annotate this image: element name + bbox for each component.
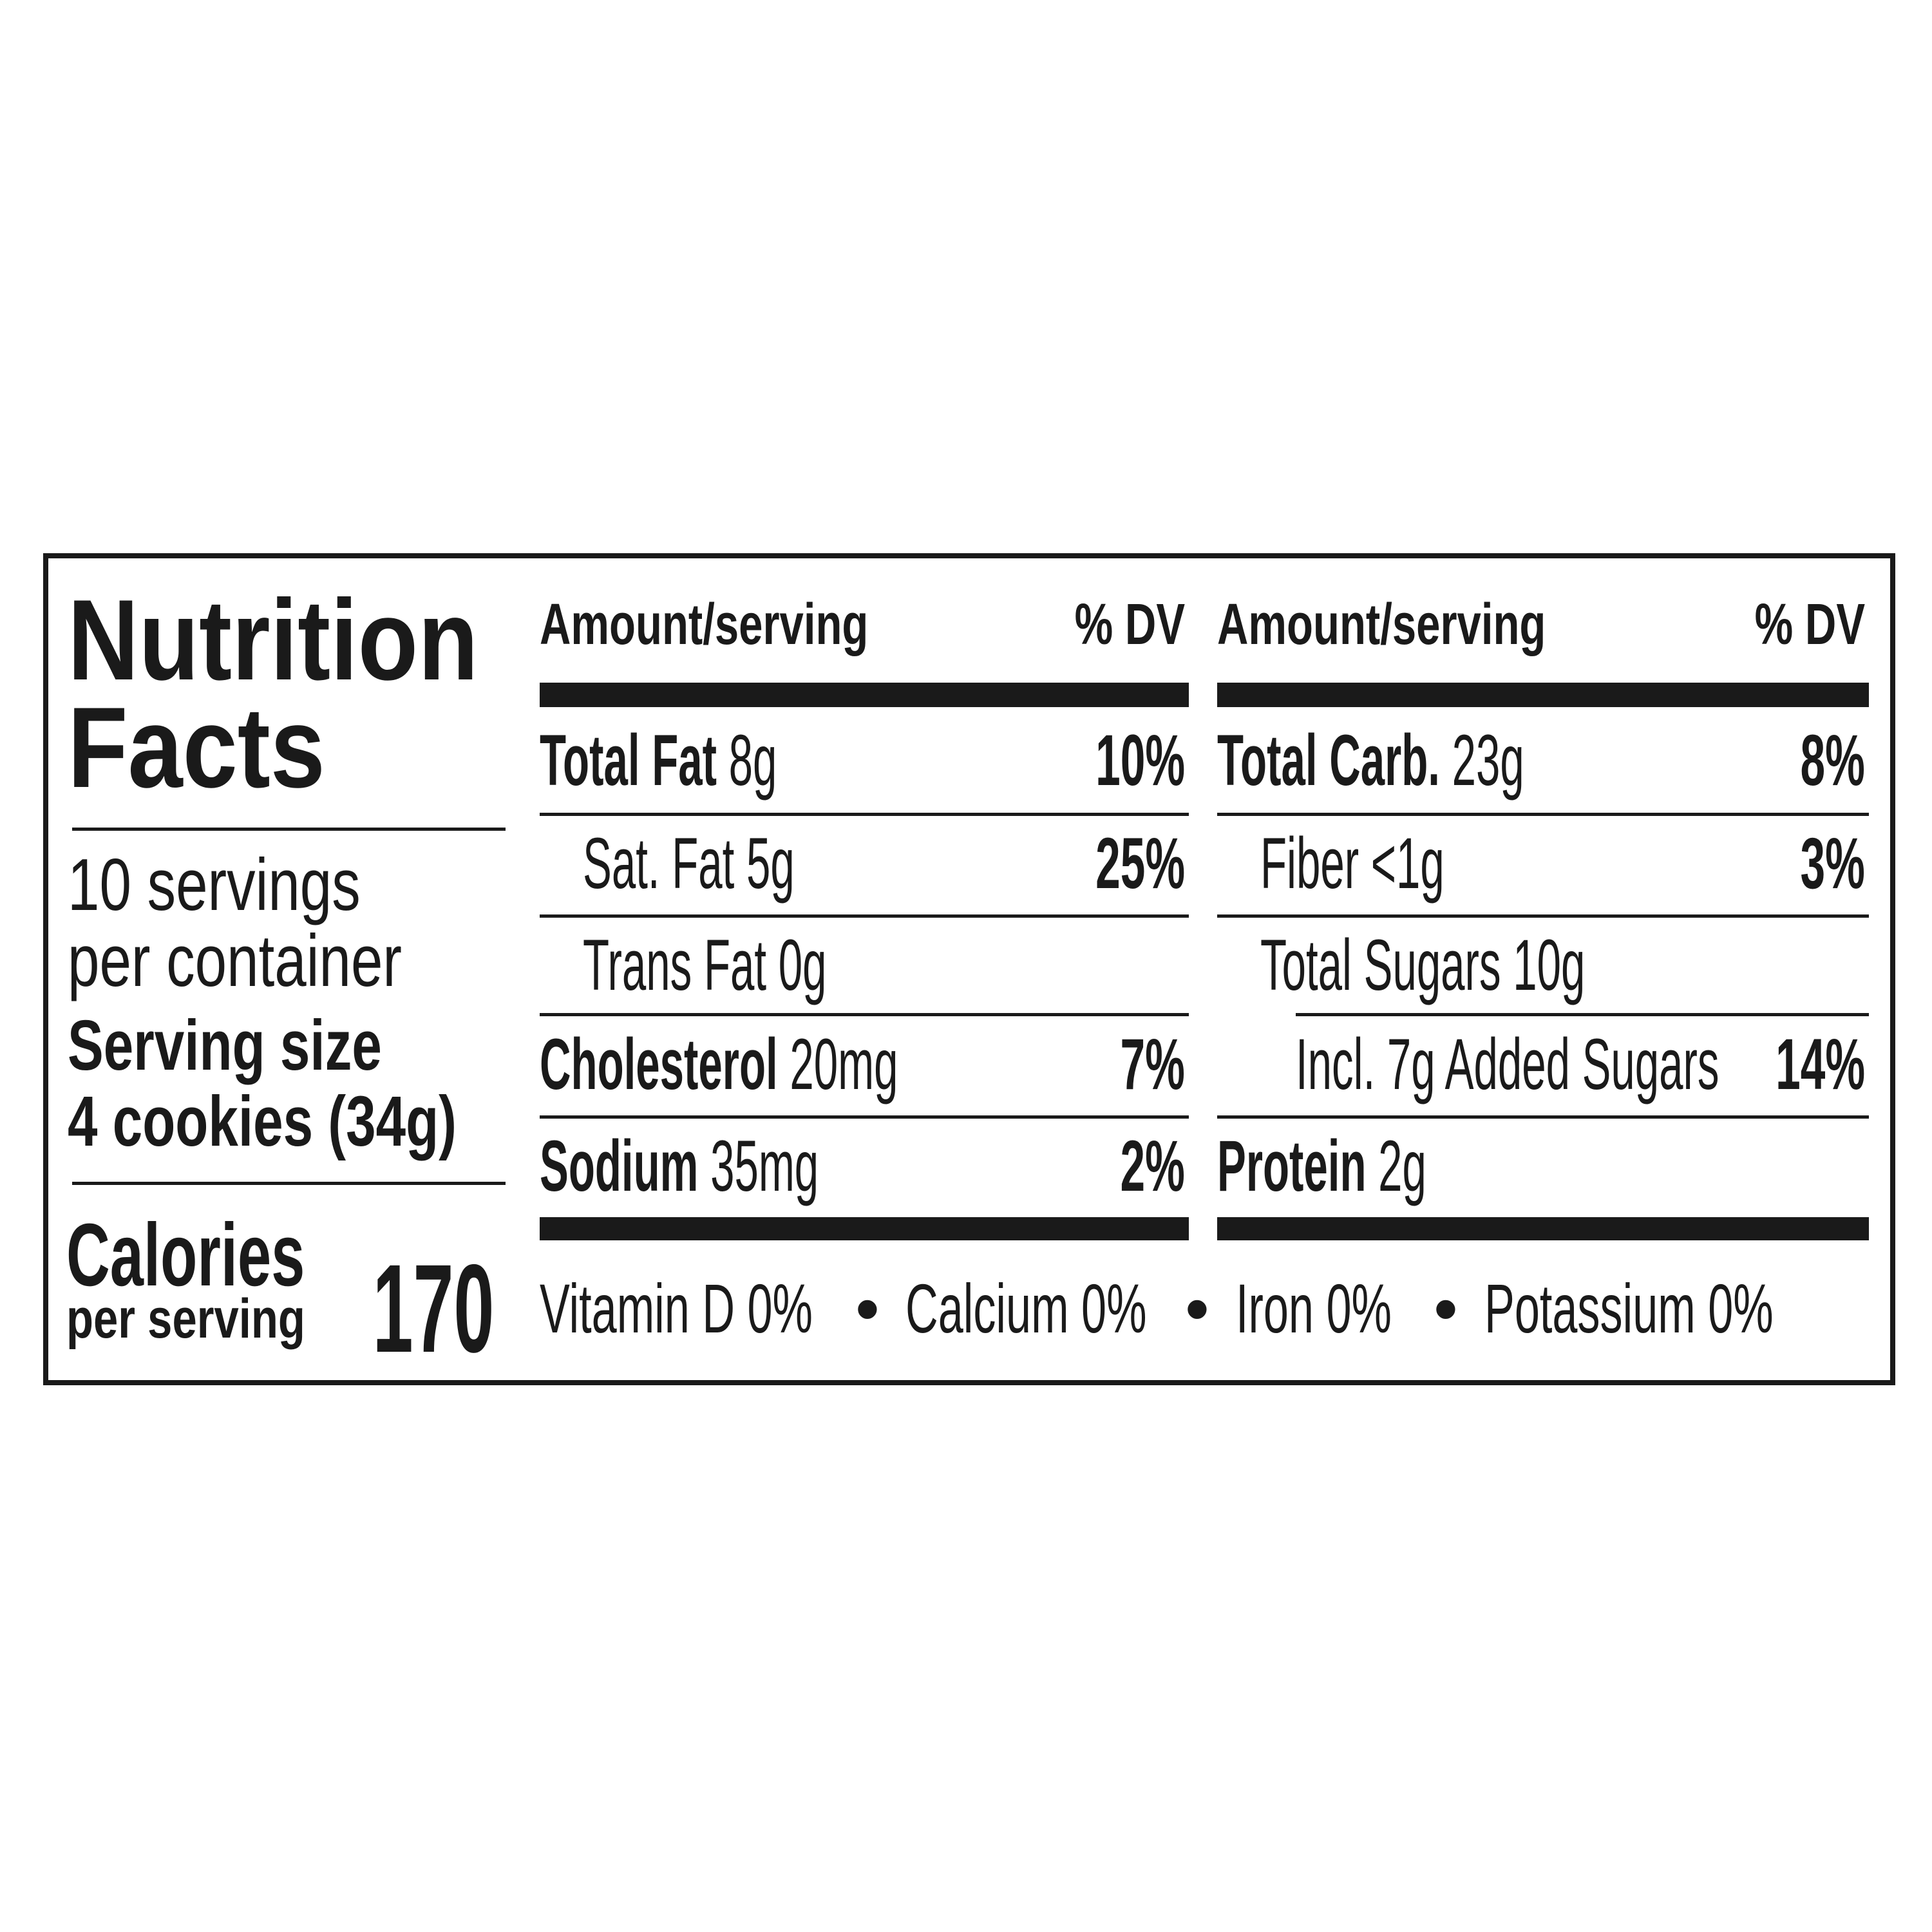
nutrient-dv: 25% bbox=[1095, 823, 1185, 904]
nutrient-amount: 10g bbox=[1513, 925, 1586, 1005]
nutrient-row: Incl. 7g Added Sugars bbox=[1296, 1028, 1719, 1101]
nutrient-row: Total Sugars 10g bbox=[1260, 929, 1585, 1001]
calories-label: Calories bbox=[66, 1206, 305, 1305]
row-divider bbox=[540, 1115, 1189, 1119]
potassium: Potassium 0% bbox=[1484, 1269, 1774, 1347]
header-percent-dv: % DV bbox=[1754, 592, 1865, 657]
nutrient-name: Cholesterol bbox=[540, 1024, 778, 1104]
bullet: • bbox=[855, 1269, 880, 1347]
nutrient-dv: 8% bbox=[1800, 720, 1865, 800]
nutrient-amount: 5g bbox=[746, 823, 795, 904]
nutrient-row: Sodium 35mg bbox=[540, 1130, 819, 1202]
nutrient-dv: 2% bbox=[1120, 1126, 1185, 1206]
thick-bar bbox=[540, 683, 1189, 707]
calcium: Calcium 0% bbox=[905, 1269, 1147, 1347]
bullet: • bbox=[1185, 1269, 1209, 1347]
row-divider bbox=[1217, 1115, 1869, 1119]
title-nutrition: Nutrition bbox=[68, 576, 478, 704]
nutrient-name: Trans Fat bbox=[583, 925, 767, 1005]
nutrient-amount: 2g bbox=[1378, 1126, 1426, 1206]
nutrient-row: Sat. Fat 5g bbox=[583, 828, 795, 900]
serving-size-value: 4 cookies (34g) bbox=[68, 1082, 457, 1161]
nutrient-amount: <1g bbox=[1370, 823, 1444, 904]
nutrient-row: Trans Fat 0g bbox=[583, 929, 826, 1001]
nutrient-amount: 35mg bbox=[710, 1126, 819, 1206]
nutrient-name: Sodium bbox=[540, 1126, 699, 1206]
nutrient-name: Fiber bbox=[1260, 823, 1359, 904]
nutrient-row: Protein 2g bbox=[1217, 1130, 1426, 1202]
divider bbox=[72, 828, 506, 831]
row-divider bbox=[1296, 1013, 1869, 1016]
row-divider bbox=[540, 914, 1189, 918]
nutrient-name: Total Fat bbox=[540, 720, 717, 800]
header-amount-per-serving: Amount/serving bbox=[540, 592, 869, 657]
bullet: • bbox=[1434, 1269, 1458, 1347]
thick-bar bbox=[540, 1217, 1189, 1240]
nutrient-dv: 7% bbox=[1120, 1024, 1185, 1104]
nutrient-row: Fiber <1g bbox=[1260, 828, 1444, 900]
vitamin-d: Vitamin D 0% bbox=[540, 1269, 813, 1347]
nutrient-amount: 0g bbox=[778, 925, 827, 1005]
nutrient-amount: 20mg bbox=[790, 1024, 898, 1104]
nutrient-name: Total Carb. bbox=[1217, 720, 1440, 800]
nutrient-dv: 3% bbox=[1800, 823, 1865, 904]
nutrition-facts-panel bbox=[43, 553, 1895, 1385]
nutrient-name: Total Sugars bbox=[1260, 925, 1501, 1005]
nutrient-row: Total Fat 8g bbox=[540, 724, 777, 797]
nutrient-amount: 23g bbox=[1452, 720, 1524, 800]
nutrient-dv: 14% bbox=[1776, 1024, 1865, 1104]
nutrient-dv: 10% bbox=[1095, 720, 1185, 800]
row-divider bbox=[1217, 914, 1869, 918]
row-divider bbox=[540, 813, 1189, 816]
nutrient-name: Incl. 7g Added Sugars bbox=[1296, 1024, 1719, 1104]
nutrient-row: Cholesterol 20mg bbox=[540, 1028, 898, 1101]
servings-per-container: 10 servings bbox=[68, 844, 361, 926]
nutrient-name: Sat. Fat bbox=[583, 823, 735, 904]
row-divider bbox=[540, 1013, 1189, 1016]
header-amount-per-serving: Amount/serving bbox=[1217, 592, 1546, 657]
title-facts: Facts bbox=[68, 683, 325, 811]
thick-bar bbox=[1217, 683, 1869, 707]
thick-bar bbox=[1217, 1217, 1869, 1240]
calories-per-serving: per serving bbox=[66, 1288, 305, 1350]
servings-per-container-2: per container bbox=[68, 920, 402, 1002]
iron: Iron 0% bbox=[1236, 1269, 1392, 1347]
serving-size-label: Serving size bbox=[68, 1006, 382, 1085]
nutrient-amount: 8g bbox=[728, 720, 777, 800]
row-divider bbox=[1217, 813, 1869, 816]
nutrient-row: Total Carb. 23g bbox=[1217, 724, 1524, 797]
calories-value: 170 bbox=[372, 1238, 494, 1379]
nutrient-name: Protein bbox=[1217, 1126, 1367, 1206]
divider bbox=[72, 1182, 506, 1185]
header-percent-dv: % DV bbox=[1074, 592, 1185, 657]
